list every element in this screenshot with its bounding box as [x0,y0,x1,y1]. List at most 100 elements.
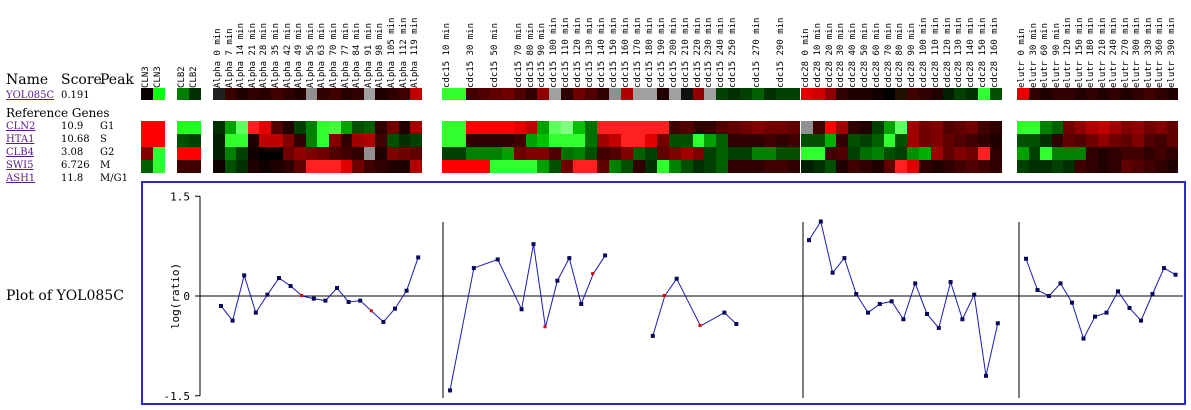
heatmap-cell [236,147,248,160]
column-label: cdc15 120 min [573,17,584,88]
data-point [603,253,608,258]
heatmap-cell [776,147,788,160]
heatmap-cell [294,88,306,100]
heatmap-cell [801,147,813,160]
data-point [1104,310,1109,315]
heatmap-cell [364,147,375,160]
heatmap-cell [442,147,454,160]
reference-gene-link[interactable]: HTA1 [6,134,35,145]
heatmap-cell [1017,147,1029,160]
heatmap-cell [825,88,836,100]
column-label: cdc28 20 min [824,22,835,88]
heatmap-cell [1075,147,1086,160]
heatmap-cell [271,121,283,134]
reference-gene-link[interactable]: SWI5 [6,160,34,171]
heatmap-cell [1144,121,1155,134]
heatmap-cell [271,134,283,147]
heatmap-cell [943,134,954,147]
heatmap-cell [573,88,585,100]
heatmap-cell [728,88,740,100]
heatmap-cell [872,134,884,147]
heatmap-cell [669,121,681,134]
heatmap-cell [1086,88,1098,100]
heatmap-cell [490,147,502,160]
heatmap-cell [764,134,776,147]
reference-gene-link[interactable]: ASH1 [6,173,36,184]
heatmap-cell [189,134,201,147]
column-label: cdc15 90 min [537,22,548,88]
gene-link[interactable]: YOL085C [6,90,55,101]
heatmap-cell [526,147,537,160]
heatmap-cell [776,121,788,134]
data-point [972,292,977,297]
column-label: CLB2 [177,66,187,88]
heatmap-cell [954,121,966,134]
heatmap-cell [740,134,752,147]
heatmap-cell [1109,134,1121,147]
column-label: cdc15 70 min [513,22,524,88]
data-point [901,317,906,322]
column-label: cdc15 290 min [776,17,787,88]
reference-gene-link[interactable]: CLB4 [6,147,35,158]
heatmap-cell [399,134,410,147]
heatmap-cell [895,121,907,134]
column-label: cdc15 220 min [692,17,703,88]
heatmap-cell [1121,121,1132,134]
column-label: elutr 120 min [1063,17,1073,88]
column-label: elutr 180 min [1086,17,1096,88]
heatmap-cell [895,160,907,173]
heatmap-cell [153,160,165,173]
heatmap-cell [907,134,919,147]
heatmap-cell [1109,121,1121,134]
heatmap-cell [189,121,201,134]
heatmap-cell [399,121,410,134]
heatmap-cell [271,147,283,160]
heatmap-cell [283,134,294,147]
heatmap-cell [825,147,836,160]
column-label: cdc15 30 min [465,22,476,88]
data-point [650,333,655,338]
heatmap-cell [1121,147,1132,160]
reference-gene-link[interactable]: CLN2 [6,121,36,132]
heatmap-cell [966,88,978,100]
column-label: Alpha 14 min [236,22,247,88]
column-label: Alpha 21 min [247,22,258,88]
heatmap-cell [585,160,597,173]
heatmap-cell [931,121,943,134]
heatmap-cell [1075,121,1086,134]
heatmap-cell [213,88,225,100]
column-label: cdc28 10 min [812,22,823,88]
heatmap-cell [752,121,764,134]
heatmap-cell [752,134,764,147]
heatmap-cell [490,88,502,100]
heatmap-cell [633,134,645,147]
heatmap-cell [633,88,645,100]
heatmap-cell [1121,88,1132,100]
heatmap-cell [609,147,621,160]
heatmap-cell [919,134,931,147]
heatmap-cell [153,147,165,160]
heatmap-cell [1155,88,1167,100]
heatmap-cell [387,134,399,147]
heatmap-cell [1086,121,1098,134]
heatmap-cell [442,121,454,134]
column-label: Alpha 112 min [398,17,409,88]
column-label: Alpha 49 min [294,22,305,88]
data-point [854,292,859,297]
heatmap-cell [836,134,848,147]
heatmap-cell [502,147,514,160]
heatmap-cell [466,160,478,173]
data-point [381,319,386,324]
heatmap-cell [645,160,657,173]
data-point [288,284,293,289]
data-point [807,238,811,243]
heatmap-cell [1109,88,1121,100]
heatmap-cell [716,134,728,147]
heatmap-cell [645,121,657,134]
data-point [219,303,223,308]
heatmap-cell [716,88,728,100]
heatmap-cell [283,121,294,134]
heatmap-cell [141,134,153,147]
reference-gene-peak: M/G1 [100,173,128,184]
heatmap-cell [1132,121,1144,134]
